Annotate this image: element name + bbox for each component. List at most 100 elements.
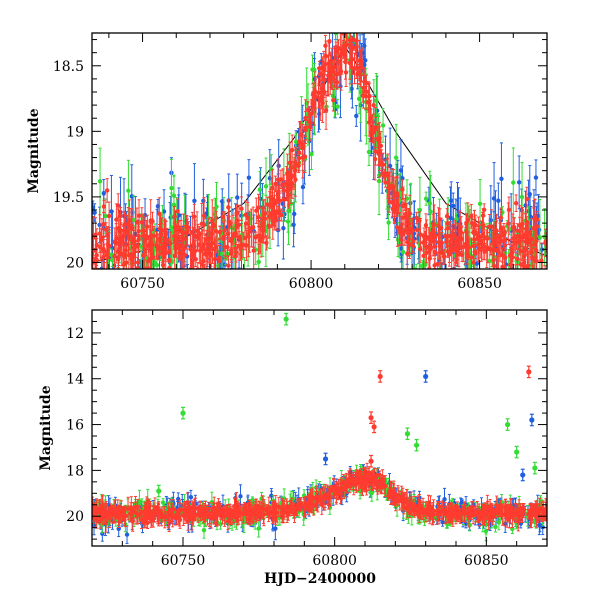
- data-point: [157, 246, 161, 250]
- data-point: [163, 236, 167, 240]
- data-point: [105, 233, 109, 237]
- data-point: [142, 248, 146, 252]
- data-point: [500, 265, 504, 269]
- data-point: [200, 222, 204, 226]
- data-point: [216, 279, 220, 283]
- data-point: [167, 250, 171, 254]
- data-point: [223, 228, 227, 232]
- data-point: [388, 186, 392, 190]
- data-point: [499, 177, 503, 181]
- data-point: [348, 38, 352, 42]
- data-point: [201, 199, 205, 203]
- data-point: [221, 284, 225, 288]
- data-point: [421, 240, 425, 244]
- data-point: [533, 216, 537, 220]
- data-point: [401, 215, 405, 219]
- data-point: [306, 107, 310, 111]
- data-point: [185, 225, 189, 229]
- data-point: [352, 27, 356, 31]
- data-point: [469, 214, 473, 218]
- data-point: [341, 9, 345, 13]
- y-tick-label: 20: [66, 255, 84, 271]
- data-point: [313, 89, 317, 93]
- data-point: [428, 240, 432, 244]
- data-point: [517, 180, 521, 184]
- data-point: [335, 105, 339, 109]
- data-point: [414, 216, 418, 220]
- data-point: [220, 252, 224, 256]
- data-point: [303, 116, 307, 120]
- data-point: [439, 270, 443, 274]
- data-point: [257, 260, 261, 264]
- data-point: [202, 272, 206, 276]
- data-point: [137, 213, 141, 217]
- data-point: [395, 193, 399, 197]
- data-point: [428, 248, 432, 252]
- data-point: [201, 276, 205, 280]
- data-point: [130, 227, 134, 231]
- data-point: [399, 168, 403, 172]
- data-point: [495, 271, 499, 275]
- data-point: [514, 278, 518, 282]
- data-point: [303, 154, 307, 158]
- data-point: [124, 260, 128, 264]
- data-point: [543, 278, 547, 282]
- data-point: [366, 100, 370, 104]
- data-point: [213, 283, 217, 287]
- data-point: [237, 223, 241, 227]
- data-point: [481, 232, 485, 236]
- data-point: [172, 215, 176, 219]
- data-point: [168, 280, 172, 284]
- data-point: [246, 234, 250, 238]
- data-point: [318, 71, 322, 75]
- data-point: [189, 272, 193, 276]
- data-point: [482, 208, 486, 212]
- data-point: [167, 259, 171, 263]
- data-point: [286, 219, 290, 223]
- data-point: [202, 242, 206, 246]
- data-point: [198, 249, 202, 253]
- data-point: [175, 310, 179, 314]
- data-point: [476, 242, 480, 246]
- data-point: [433, 233, 437, 237]
- data-point: [185, 269, 189, 273]
- data-point: [534, 227, 538, 231]
- data-point: [377, 179, 381, 183]
- data-point: [514, 285, 518, 289]
- data-point: [162, 247, 166, 251]
- data-point: [509, 275, 513, 279]
- data-point: [377, 136, 381, 140]
- data-point: [400, 187, 404, 191]
- data-point: [155, 263, 159, 267]
- data-point: [247, 230, 251, 234]
- data-point: [217, 259, 221, 263]
- data-point: [261, 224, 265, 228]
- data-point: [213, 272, 217, 276]
- data-point: [415, 228, 419, 232]
- data-point: [172, 254, 176, 258]
- data-point: [448, 234, 452, 238]
- data-point: [469, 255, 473, 259]
- data-point: [96, 274, 100, 278]
- data-point: [538, 235, 542, 239]
- data-point: [502, 269, 506, 273]
- data-point: [126, 236, 130, 240]
- data-point: [217, 275, 221, 279]
- data-point: [381, 123, 385, 127]
- data-point: [226, 263, 230, 267]
- data-point: [119, 237, 123, 241]
- data-point: [470, 221, 474, 225]
- data-point: [207, 275, 211, 279]
- data-point: [168, 241, 172, 245]
- data-point: [378, 162, 382, 166]
- data-point: [492, 196, 496, 200]
- data-point: [424, 223, 428, 227]
- data-point: [364, 94, 368, 98]
- data-point: [310, 67, 314, 71]
- data-point: [192, 214, 196, 218]
- top-plot-area: [90, 0, 549, 349]
- data-point: [98, 245, 102, 249]
- data-point: [254, 209, 258, 213]
- data-point: [267, 214, 271, 218]
